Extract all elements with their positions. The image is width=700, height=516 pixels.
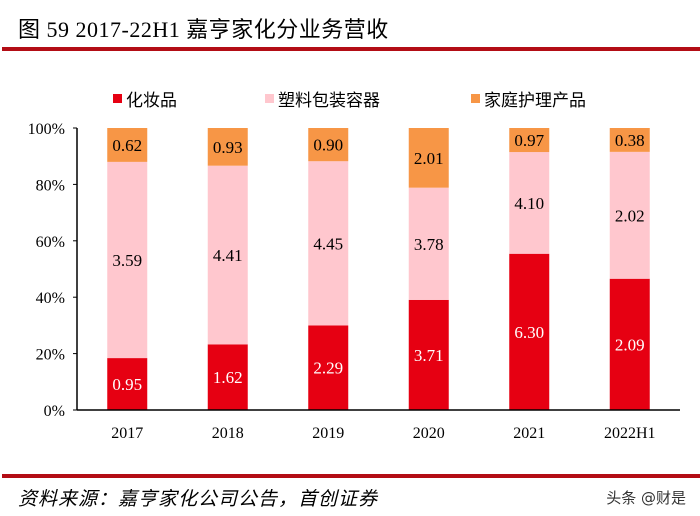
bar-segment-2019-2 [308, 128, 349, 162]
legend-swatch-plastic [265, 94, 274, 103]
legend-item-household: 家庭护理产品 [471, 86, 586, 111]
data-label-2017-0: 0.95 [112, 375, 142, 394]
x-tick-label: 2017 [111, 425, 143, 442]
bar-segment-2019-0 [308, 325, 349, 410]
data-label-2021-2: 0.97 [514, 131, 544, 150]
legend-item-plastic: 塑料包装容器 [265, 86, 380, 111]
bar-segment-2021-1 [509, 152, 550, 254]
bar-segment-2018-0 [207, 344, 248, 410]
data-label-2018-1: 4.41 [213, 246, 243, 265]
y-tick-label: 20% [36, 347, 65, 364]
data-label-2020-2: 2.01 [414, 149, 444, 168]
data-label-2020-1: 3.78 [414, 235, 444, 254]
data-label-2021-0: 6.30 [514, 323, 544, 342]
legend-label-plastic: 塑料包装容器 [278, 91, 380, 110]
legend-swatch-cosmetics [113, 94, 122, 103]
title-divider [2, 47, 700, 51]
watermark: 头条 @财是 [606, 489, 686, 507]
data-label-2022H1-0: 2.09 [615, 335, 645, 354]
bar-segment-2018-2 [207, 128, 248, 166]
legend-swatch-household [471, 94, 480, 103]
data-label-2018-0: 1.62 [213, 368, 243, 387]
bar-segment-2021-2 [509, 128, 550, 153]
data-label-2018-2: 0.93 [213, 138, 243, 157]
x-tick-label: 2019 [312, 425, 344, 442]
x-tick-label: 2018 [212, 425, 244, 442]
y-tick-label: 60% [36, 234, 65, 251]
data-label-2022H1-2: 0.38 [615, 131, 645, 150]
figure-title: 图 59 2017-22H1 嘉亨家化分业务营收 [18, 17, 389, 42]
legend-item-cosmetics: 化妆品 [113, 86, 177, 111]
bar-segment-2017-2 [107, 128, 148, 162]
data-label-2019-1: 4.45 [313, 234, 343, 253]
bar-segment-2021-0 [509, 253, 550, 410]
legend-label-household: 家庭护理产品 [484, 91, 586, 110]
chart-legend: 化妆品 塑料包装容器 家庭护理产品 [0, 86, 700, 111]
y-tick-label: 80% [36, 177, 65, 194]
source-note: 资料来源：嘉亨家化公司公告，首创证券 [18, 489, 379, 510]
stacked-bar-chart: 0.95 3.59 0.62 2017 1.62 4.41 0.93 2018 2.29 4.45… [28, 121, 680, 442]
legend-label-cosmetics: 化妆品 [126, 91, 177, 110]
bar-segment-2022H1-2 [609, 128, 650, 152]
y-tick-label: 100% [28, 121, 65, 138]
data-label-2017-2: 0.62 [112, 136, 142, 155]
data-label-2021-1: 4.10 [514, 194, 544, 213]
bar-segment-2020-0 [408, 299, 449, 410]
bar-segment-2020-1 [408, 187, 449, 300]
bar-segment-2019-1 [308, 161, 349, 326]
bar-segment-2022H1-0 [609, 278, 650, 410]
bar-segment-2017-1 [107, 161, 148, 359]
data-label-2020-0: 3.71 [414, 346, 444, 365]
bar-segment-2022H1-1 [609, 151, 650, 279]
footer-divider [2, 474, 700, 478]
x-tick-label: 2020 [413, 425, 445, 442]
bar-segment-2020-2 [408, 128, 449, 188]
data-label-2019-2: 0.90 [313, 136, 343, 155]
data-label-2017-1: 3.59 [112, 251, 142, 270]
y-tick-label: 40% [36, 290, 65, 307]
data-label-2019-0: 2.29 [313, 359, 343, 378]
data-label-2022H1-1: 2.02 [615, 206, 645, 225]
y-tick-label: 0% [44, 403, 65, 420]
x-tick-label: 2022H1 [604, 425, 656, 442]
x-tick-label: 2021 [513, 425, 545, 442]
bar-segment-2017-0 [107, 358, 148, 410]
bar-segment-2018-1 [207, 165, 248, 345]
